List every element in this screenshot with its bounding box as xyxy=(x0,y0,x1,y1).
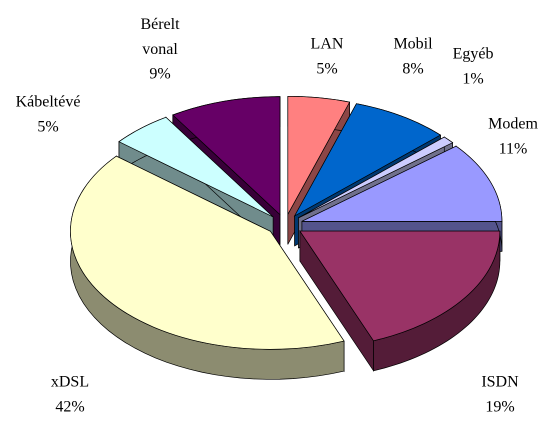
value-label: 9% xyxy=(149,66,170,83)
category-label: ISDN xyxy=(481,374,519,391)
category-label: Bérelt vonal xyxy=(140,16,180,58)
slice xyxy=(70,155,345,380)
slice-top xyxy=(301,145,503,222)
category-label: xDSL xyxy=(51,374,89,391)
category-label: Mobil xyxy=(393,36,433,53)
slice xyxy=(301,145,503,252)
value-label: 5% xyxy=(37,119,58,136)
slice-top xyxy=(298,136,454,219)
category-label: Kábeltévé xyxy=(16,94,81,111)
slice-top xyxy=(118,116,274,218)
category-label: Egyéb xyxy=(453,46,494,63)
slice-top xyxy=(70,155,345,350)
value-label: 1% xyxy=(462,71,483,88)
slice-top xyxy=(293,103,442,217)
value-label: 5% xyxy=(316,61,337,78)
category-label: Modem xyxy=(488,116,538,133)
slice-top xyxy=(299,230,501,342)
slice-top xyxy=(172,96,281,216)
slice xyxy=(299,229,501,372)
value-label: 19% xyxy=(485,399,514,416)
value-label: 11% xyxy=(499,141,528,158)
slice-top xyxy=(287,95,351,215)
value-label: 8% xyxy=(402,61,423,78)
value-label: 42% xyxy=(55,399,84,416)
category-label: LAN xyxy=(311,36,344,53)
